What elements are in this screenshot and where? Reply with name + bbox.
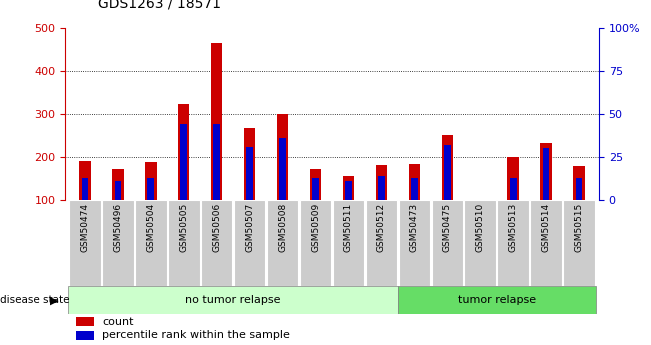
Bar <box>178 104 189 200</box>
Text: tumor relapse: tumor relapse <box>458 295 536 305</box>
Text: GSM50506: GSM50506 <box>212 203 221 252</box>
Bar <box>345 181 352 200</box>
Bar <box>168 200 200 286</box>
Text: GDS1263 / 18571: GDS1263 / 18571 <box>98 0 221 10</box>
Text: GSM50474: GSM50474 <box>80 203 89 252</box>
Text: GSM50515: GSM50515 <box>575 203 584 252</box>
Bar <box>267 200 298 286</box>
Bar <box>398 286 596 314</box>
Text: GSM50475: GSM50475 <box>443 203 452 252</box>
Bar <box>76 317 94 326</box>
Bar <box>102 200 133 286</box>
Bar <box>299 200 331 286</box>
Bar <box>376 165 387 200</box>
Bar <box>432 200 463 286</box>
Bar <box>310 169 322 200</box>
Bar <box>214 124 220 200</box>
Bar <box>246 147 253 200</box>
Bar <box>342 176 354 200</box>
Text: GSM50511: GSM50511 <box>344 203 353 252</box>
Bar <box>81 178 88 200</box>
Text: GSM50496: GSM50496 <box>113 203 122 252</box>
Text: GSM50504: GSM50504 <box>146 203 156 252</box>
Bar <box>378 176 385 200</box>
Text: disease state: disease state <box>0 295 70 305</box>
Bar <box>510 178 516 200</box>
Bar <box>201 200 232 286</box>
Bar <box>115 181 121 200</box>
Bar <box>69 200 101 286</box>
Text: ▶: ▶ <box>50 295 59 305</box>
Bar <box>497 200 529 286</box>
Bar <box>543 148 549 200</box>
Bar <box>531 200 562 286</box>
Bar <box>279 138 286 200</box>
Bar <box>244 128 255 200</box>
Text: no tumor relapse: no tumor relapse <box>186 295 281 305</box>
Text: GSM50513: GSM50513 <box>508 203 518 252</box>
Bar <box>366 200 397 286</box>
Text: percentile rank within the sample: percentile rank within the sample <box>102 331 290 341</box>
Bar <box>411 178 418 200</box>
Text: GSM50473: GSM50473 <box>410 203 419 252</box>
Bar <box>464 200 496 286</box>
Text: GSM50512: GSM50512 <box>377 203 386 252</box>
Bar <box>574 167 585 200</box>
Text: GSM50514: GSM50514 <box>542 203 551 252</box>
Bar <box>79 161 90 200</box>
Bar <box>145 162 156 200</box>
Bar <box>112 169 124 200</box>
Bar <box>444 145 450 200</box>
Bar <box>135 200 167 286</box>
Text: GSM50505: GSM50505 <box>179 203 188 252</box>
Bar <box>333 200 365 286</box>
Text: count: count <box>102 317 134 327</box>
Bar <box>211 43 223 200</box>
Bar <box>68 286 398 314</box>
Bar <box>540 143 552 200</box>
Text: GSM50510: GSM50510 <box>476 203 485 252</box>
Bar <box>441 136 453 200</box>
Bar <box>576 178 583 200</box>
Bar <box>312 178 319 200</box>
Bar <box>563 200 595 286</box>
Bar <box>508 157 519 200</box>
Text: GSM50508: GSM50508 <box>278 203 287 252</box>
Bar <box>409 164 420 200</box>
Bar <box>76 331 94 340</box>
Text: GSM50509: GSM50509 <box>311 203 320 252</box>
Bar <box>148 178 154 200</box>
Bar <box>398 200 430 286</box>
Bar <box>180 124 187 200</box>
Text: GSM50507: GSM50507 <box>245 203 254 252</box>
Bar <box>234 200 266 286</box>
Bar <box>277 114 288 200</box>
